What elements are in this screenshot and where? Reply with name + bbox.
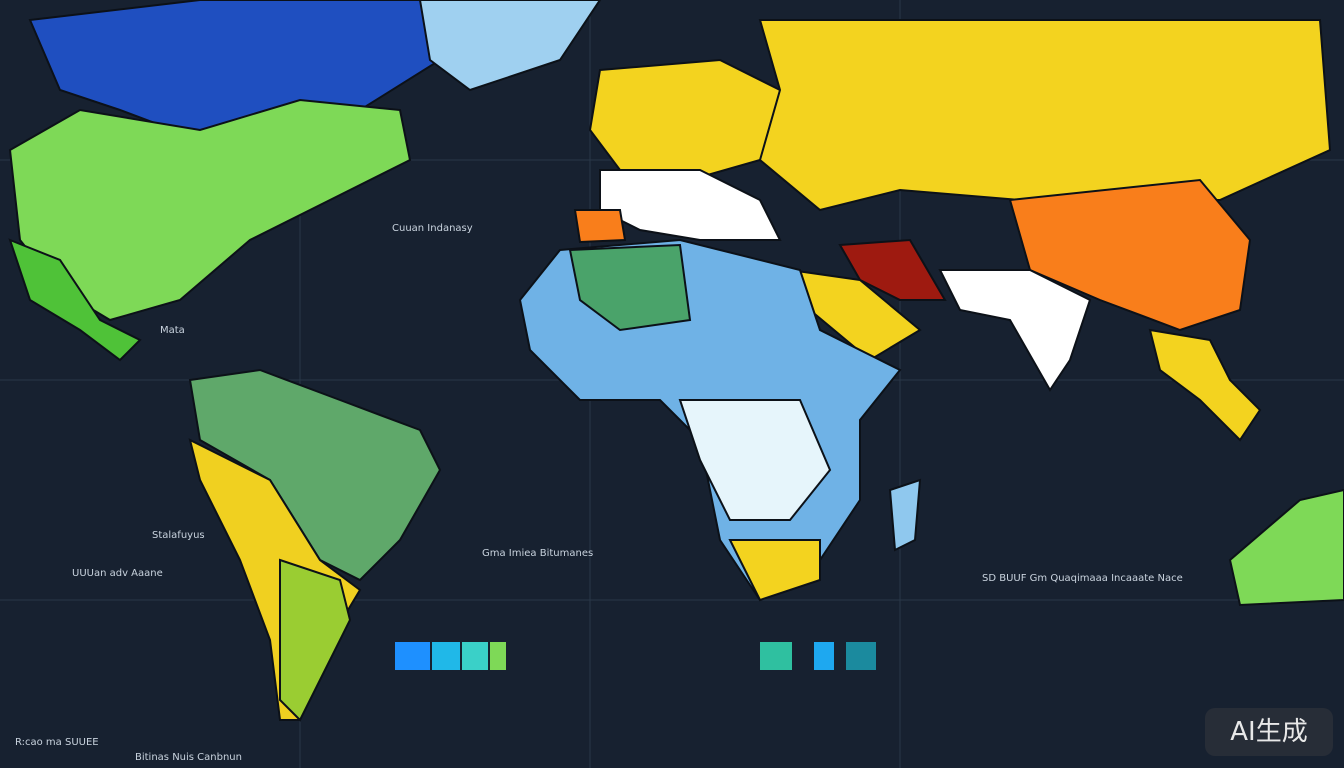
map-label: UUUan adv Aaane [72,568,163,579]
map-label: Bitinas Nuis Canbnun [135,752,242,763]
map-label: SD BUUF Gm Quaqimaaa Incaaate Nace [982,573,1183,584]
swatch [462,642,488,670]
swatch [814,642,834,670]
south-africa [728,539,821,602]
swatch [432,642,460,670]
scandinavia [588,58,802,182]
labels: Cuuan Indanasy Mata Stalafuyus UUUan adv Aa… [15,223,1183,763]
swatch [395,642,430,670]
map-label: Stalafuyus [152,530,205,541]
iran [838,238,947,301]
iberia [573,209,627,244]
brazil [188,368,442,582]
mexico [8,238,142,362]
southeast-asia [1148,328,1262,442]
russia [758,19,1332,212]
map-label: Mata [160,325,185,336]
map-label: Gma Imiea Bitumanes [482,548,593,559]
madagascar [888,478,922,552]
greenland [418,0,602,92]
algeria [568,243,692,332]
watermark: AI生成 [1230,717,1307,747]
watermark-box [1205,708,1333,756]
world-map [8,0,1344,722]
swatch [760,642,792,670]
legend-bars [395,642,876,670]
australia [1228,488,1344,607]
swatch [490,642,506,670]
swatch [846,642,876,670]
india [938,269,1092,392]
argentina [279,558,352,722]
map-label: R:cao ma SUUEE [15,737,99,748]
map-label: Cuuan Indanasy [392,223,473,234]
central-africa [678,399,832,521]
